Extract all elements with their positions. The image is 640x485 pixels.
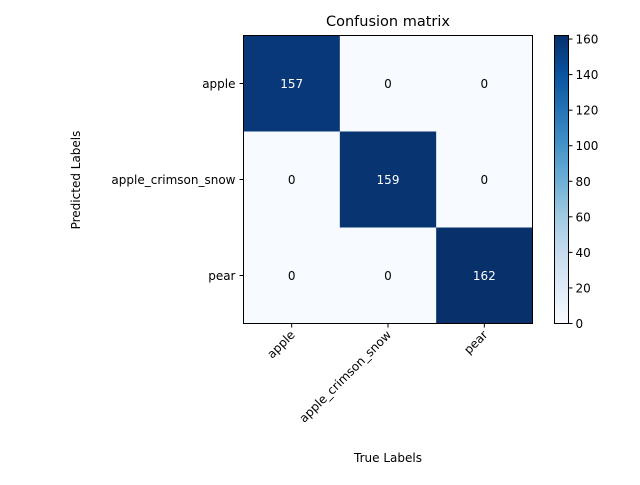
colorbar-tick-label: 120	[576, 104, 599, 118]
cell-value-label: 0	[384, 269, 392, 283]
heatmap-cell	[243, 131, 341, 228]
colorbar-tick-label: 60	[576, 210, 591, 224]
cell-value-label: 0	[481, 77, 489, 91]
colorbar-tick-label: 140	[576, 68, 599, 82]
cell-value-label: 162	[473, 269, 496, 283]
heatmap-cell	[339, 131, 437, 228]
heatmap-cell	[436, 227, 533, 324]
cell-value-label: 0	[288, 269, 296, 283]
heatmap-cell	[436, 131, 533, 228]
heatmap-cell	[243, 35, 341, 132]
x-axis-label: True Labels	[353, 451, 422, 465]
colorbar-tick-label: 40	[576, 246, 591, 260]
cell-value-label: 0	[288, 173, 296, 187]
colorbar-tick-label: 20	[576, 281, 591, 295]
colorbar-tick-label: 100	[576, 139, 599, 153]
colorbar-tick-label: 0	[576, 317, 584, 331]
cell-value-label: 0	[384, 77, 392, 91]
x-tick-label: pear	[461, 328, 490, 357]
heatmap-cell	[243, 227, 341, 324]
cell-value-label: 159	[377, 173, 400, 187]
heatmap-cells	[243, 35, 533, 324]
heatmap-cell	[339, 227, 437, 324]
y-tick-label: apple_crimson_snow	[111, 173, 235, 187]
colorbar-tick-label: 80	[576, 175, 591, 189]
chart-title: Confusion matrix	[326, 14, 450, 30]
x-tick-label: apple_crimson_snow	[296, 328, 394, 426]
y-axis-label: Predicted Labels	[69, 131, 83, 230]
y-tick-label: pear	[208, 269, 235, 283]
x-tick-label: apple	[264, 328, 297, 361]
cell-value-label: 157	[280, 77, 303, 91]
y-tick-label: apple	[202, 77, 235, 91]
colorbar-tick-label: 160	[576, 33, 599, 47]
heatmap-cell	[339, 35, 437, 132]
colorbar	[554, 35, 569, 324]
heatmap-cell-labels: 157 0 0 0 159 0 0 0 162	[280, 77, 496, 283]
colorbar-ticks: 0 20 40 60 80 100 120 140 160	[568, 33, 599, 331]
heatmap-cell	[436, 35, 533, 132]
cell-value-label: 0	[481, 173, 489, 187]
